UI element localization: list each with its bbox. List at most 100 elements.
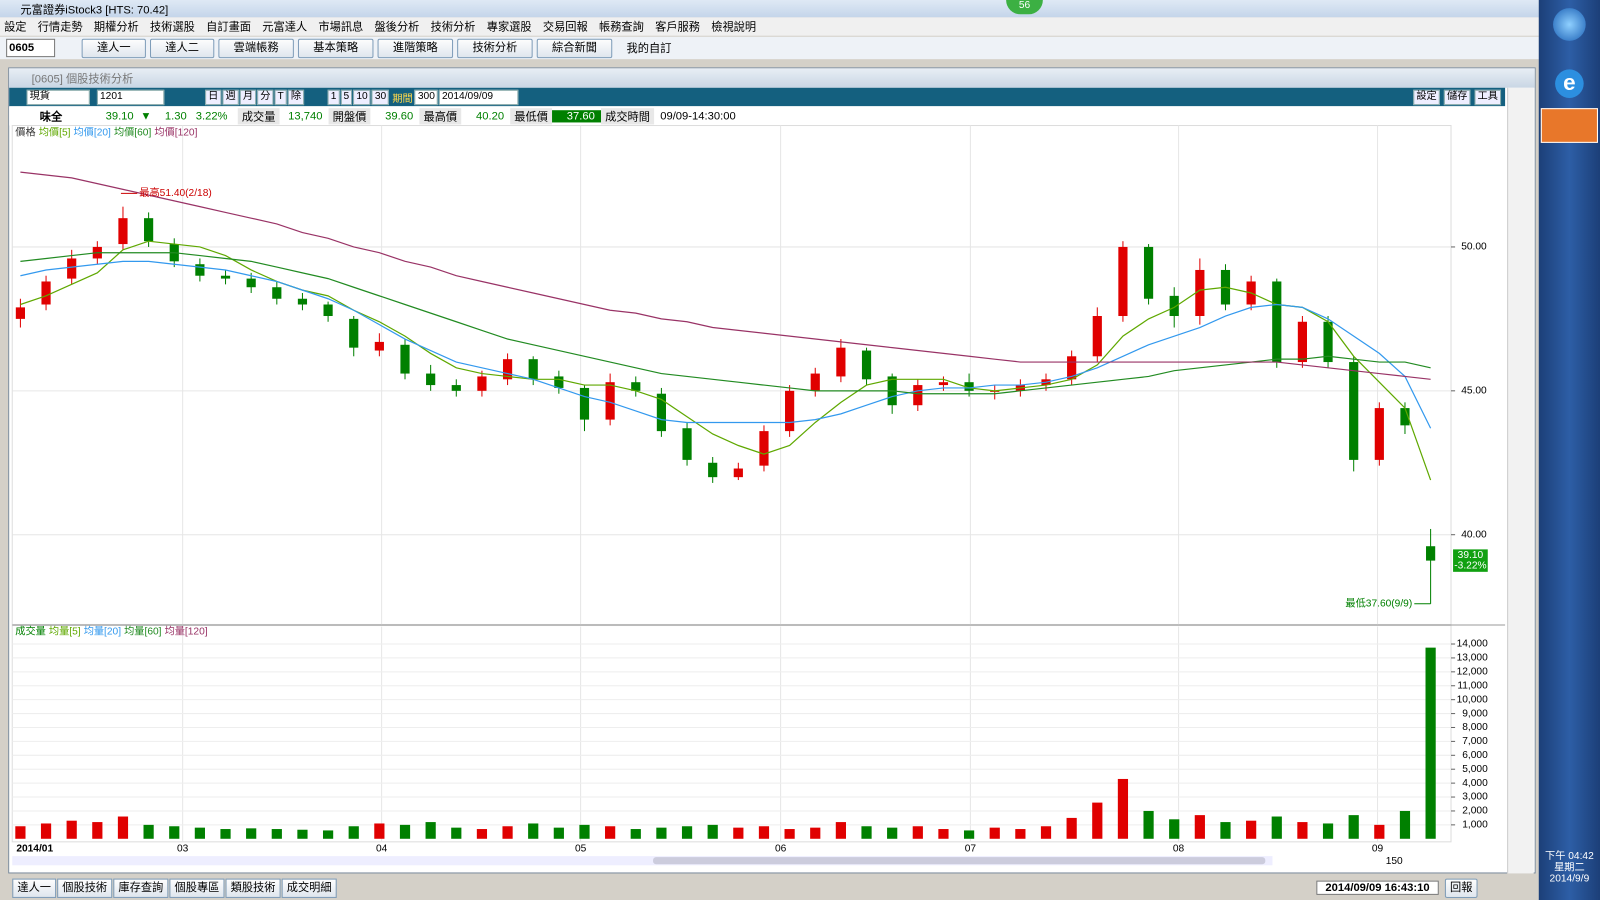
count-button[interactable]: 5: [340, 89, 353, 105]
volume-bar: [425, 822, 436, 839]
badge[interactable]: 56: [1006, 0, 1043, 15]
volume-bar: [194, 827, 205, 839]
menu-item[interactable]: 專家選股: [486, 21, 532, 34]
clock-weekday: 星期二: [1554, 862, 1585, 874]
volume-bar: [374, 823, 385, 839]
count-button[interactable]: 1: [327, 89, 340, 105]
y-tick-label: 45.00: [1461, 386, 1487, 397]
volume-bar: [1117, 778, 1129, 839]
menu-item[interactable]: 期權分析: [93, 21, 139, 34]
candle-body: [1323, 321, 1333, 363]
toolbar-button[interactable]: 達人二: [149, 38, 215, 58]
status-datetime: 2014/09/09 16:43:10: [1316, 880, 1439, 895]
toolbar-button[interactable]: 基本策略: [297, 38, 374, 58]
toolbar-button[interactable]: 技術分析: [457, 38, 533, 58]
symbol-input[interactable]: 0605: [6, 38, 56, 58]
menu-item[interactable]: 元富達人: [262, 21, 308, 34]
y-tick-label: 2,000: [1462, 806, 1488, 817]
volume-bar: [143, 824, 154, 839]
period-button[interactable]: 月: [239, 89, 257, 105]
count-button[interactable]: 10: [353, 89, 371, 105]
period-value[interactable]: 300: [414, 89, 438, 105]
x-tick-label: 09: [1372, 844, 1384, 855]
menu-item[interactable]: 市場訊息: [318, 21, 364, 34]
menu-item[interactable]: 盤後分析: [374, 21, 420, 34]
volume-bar: [1015, 829, 1026, 839]
menu-item[interactable]: 技術選股: [149, 21, 195, 34]
volume-bar: [835, 822, 846, 839]
action-button[interactable]: 儲存: [1443, 89, 1471, 105]
tab[interactable]: 個股專區: [169, 878, 225, 898]
candle-body: [605, 382, 615, 420]
volume-bar: [1374, 824, 1385, 839]
favorite-button[interactable]: 我的自訂: [626, 42, 672, 56]
start-button[interactable]: [1553, 8, 1586, 41]
action-button[interactable]: 設定: [1413, 89, 1440, 105]
y-tick-label: 3,000: [1462, 792, 1488, 803]
menu-item[interactable]: 行情走勢: [37, 21, 83, 34]
x-tick-label: 2014/01: [16, 844, 53, 855]
menu-bar: 設定 行情走勢 期權分析 技術選股 自訂畫面 元富達人 市場訊息 盤後分析 技術分析 專家選股 交易…: [0, 17, 1539, 36]
toolbar-button[interactable]: 進階策略: [377, 38, 454, 58]
menu-item[interactable]: 自訂畫面: [206, 21, 252, 34]
arrow: ▼: [140, 110, 152, 123]
period-button[interactable]: 週: [222, 89, 239, 105]
candle-body: [1272, 281, 1282, 363]
app-icon[interactable]: [1540, 108, 1598, 143]
date-select[interactable]: 2014/09/09: [438, 89, 519, 105]
y-tick-label: 8,000: [1462, 722, 1488, 733]
action-button[interactable]: 工具: [1474, 89, 1502, 105]
legend-entry: 均價[60]: [114, 125, 152, 138]
candle-body: [759, 431, 769, 466]
toolbar-button[interactable]: 達人一: [81, 38, 146, 58]
volume-bar: [733, 827, 744, 839]
field-label: 開盤價: [328, 108, 371, 125]
tab[interactable]: 庫存查詢: [113, 878, 169, 898]
toolbar-button[interactable]: 綜合新聞: [536, 38, 613, 58]
candle-body: [1092, 316, 1102, 357]
period-button[interactable]: T: [274, 89, 287, 105]
x-tick-label: 08: [1173, 844, 1185, 855]
volume-bar: [117, 816, 129, 839]
period-button[interactable]: 日: [205, 89, 222, 105]
volume-bar: [989, 827, 1000, 839]
menu-item[interactable]: 帳務查詢: [598, 21, 644, 34]
ie-icon[interactable]: e: [1555, 69, 1584, 98]
zoom-value: 150: [1386, 856, 1403, 867]
moving-average: [20, 252, 1431, 395]
market-select[interactable]: 現貨: [26, 89, 90, 105]
period-button[interactable]: 分: [257, 89, 274, 105]
count-button[interactable]: 30: [371, 89, 390, 105]
code-select[interactable]: 1201: [96, 89, 165, 105]
candle-body: [477, 376, 487, 391]
tab[interactable]: 類股技術: [225, 878, 281, 898]
volume-bar: [1040, 826, 1052, 839]
volume-bar: [605, 826, 616, 839]
volume-panel: [11, 624, 1452, 843]
candle-body: [502, 359, 513, 380]
clock-date: 2014/9/9: [1549, 873, 1590, 885]
menu-item[interactable]: 技術分析: [430, 21, 476, 34]
candle-body: [964, 382, 974, 391]
x-tick-label: 04: [376, 844, 388, 855]
volume-bar: [399, 824, 411, 839]
tab[interactable]: 達人一: [12, 878, 57, 898]
candle-body: [41, 281, 51, 305]
stock-name: 味全: [39, 111, 63, 124]
volume-bar: [528, 823, 539, 839]
candle-body: [1426, 546, 1436, 561]
tab[interactable]: 個股技術: [57, 878, 113, 898]
tab[interactable]: 成交明細: [281, 878, 337, 898]
candle-body: [938, 382, 949, 386]
period-button[interactable]: 除: [287, 89, 305, 105]
report-button[interactable]: 回報: [1444, 878, 1478, 898]
window-title: 元富證券iStock3 [HTS: 70.42]: [20, 3, 169, 16]
candle-body: [861, 350, 872, 380]
toolbar-button[interactable]: 雲端帳務: [218, 38, 294, 58]
menu-item[interactable]: 交易回報: [542, 21, 588, 34]
menu-item[interactable]: 客戶服務: [655, 21, 700, 34]
legend-entry: 均量[60]: [124, 625, 162, 637]
menu-item[interactable]: 檢視說明: [711, 21, 757, 34]
menu-item[interactable]: 設定: [4, 21, 27, 34]
volume-bar: [246, 828, 257, 839]
